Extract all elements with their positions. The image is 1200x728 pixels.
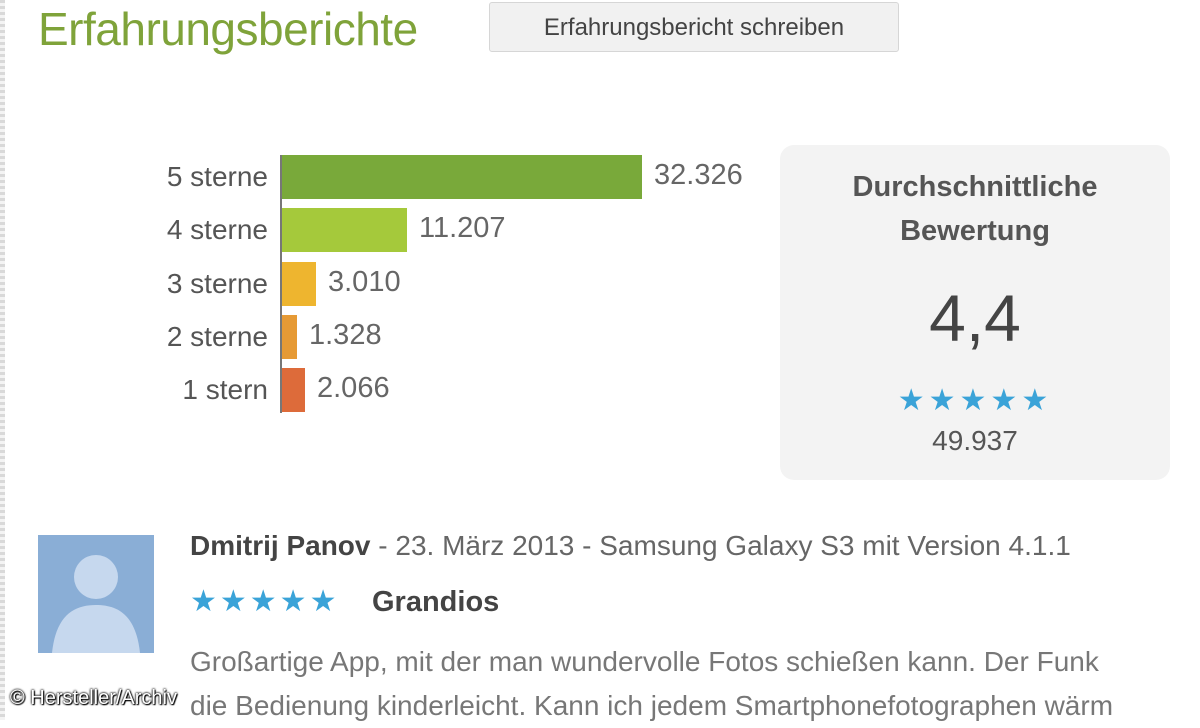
- histogram-bar: [282, 155, 642, 199]
- total-ratings-count: 49.937: [932, 425, 1018, 456]
- review-body: Großartige App, mit der man wundervolle …: [190, 640, 1200, 728]
- reviewer-avatar[interactable]: [38, 535, 154, 653]
- histogram-label: 2 sterne: [166, 321, 268, 352]
- review-star-icons: ★★★★★: [190, 585, 340, 618]
- histogram-label: 3 sterne: [166, 268, 268, 299]
- average-title-line1: Durchschnittliche: [852, 171, 1098, 203]
- histogram-label: 5 sterne: [166, 161, 268, 192]
- page-title: Erfahrungsberichte: [38, 3, 418, 55]
- average-rating-title: Durchschnittliche Bewertung: [780, 165, 1170, 253]
- histogram-label: 4 sterne: [166, 214, 268, 245]
- copyright-watermark: © Hersteller/Archiv: [10, 687, 177, 709]
- histogram-bar: [282, 368, 305, 412]
- review-meta: Dmitrij Panov - 23. März 2013 - Samsung …: [190, 526, 1071, 566]
- page-left-border: [0, 0, 5, 720]
- histogram-axis: [280, 155, 282, 413]
- histogram-count: 3.010: [328, 266, 401, 298]
- histogram-count: 11.207: [419, 212, 506, 244]
- histogram-count: 32.326: [654, 159, 743, 191]
- average-rating-value: 4,4: [929, 281, 1021, 355]
- person-icon: [38, 535, 154, 653]
- review-date-device: - 23. März 2013 - Samsung Galaxy S3 mit …: [370, 530, 1071, 561]
- review-author[interactable]: Dmitrij Panov: [190, 530, 371, 561]
- histogram-label: 1 stern: [182, 374, 268, 405]
- histogram-count: 1.328: [309, 319, 382, 351]
- average-rating-panel: Durchschnittliche Bewertung 4,4 ★★★★★ 49…: [780, 145, 1170, 480]
- histogram-bar: [282, 262, 316, 306]
- histogram-bar: [282, 315, 297, 359]
- review-body-line: Großartige App, mit der man wundervolle …: [190, 646, 1099, 677]
- write-review-button[interactable]: Erfahrungsbericht schreiben: [489, 2, 899, 52]
- average-title-line2: Bewertung: [900, 215, 1050, 247]
- review-body-line: die Bedienung kinderleicht. Kann ich jed…: [190, 690, 1114, 721]
- histogram-bar: [282, 208, 407, 252]
- average-star-icons: ★★★★★: [897, 384, 1053, 417]
- histogram-count: 2.066: [317, 372, 390, 404]
- review-title: Grandios: [372, 586, 500, 618]
